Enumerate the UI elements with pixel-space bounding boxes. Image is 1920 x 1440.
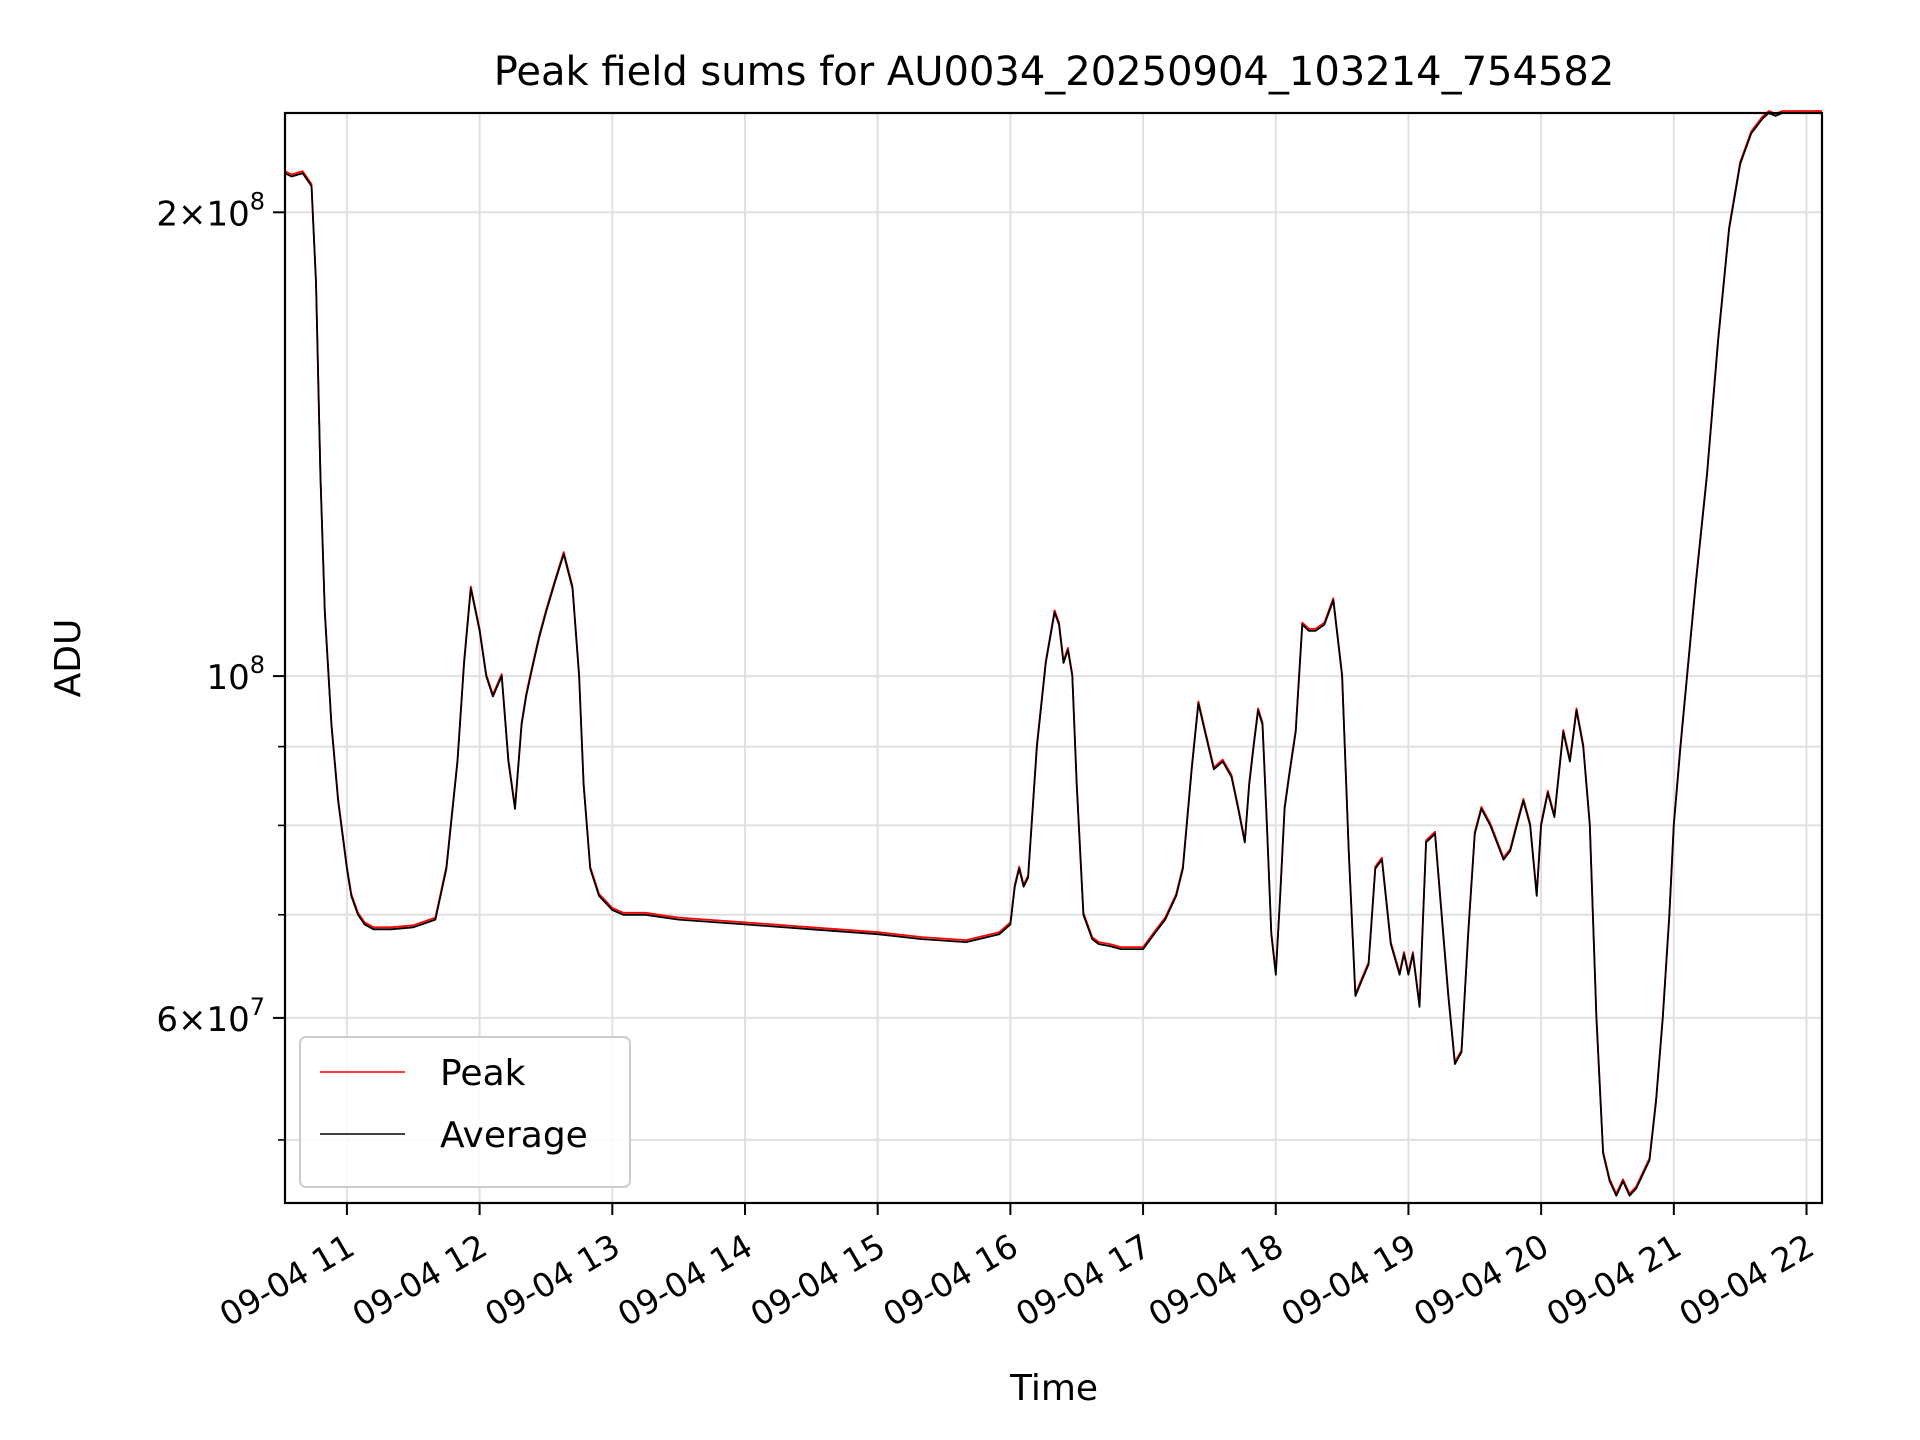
x-tick-label: 09-04 20 [1407,1226,1555,1334]
x-tick-label: 09-04 14 [611,1226,759,1334]
y-tick-label: 6×107 [156,993,265,1040]
x-axis-label: Time [1009,1368,1098,1409]
y-axis-ticks: 6×107 108 2×108 [156,187,285,1141]
x-tick-label: 09-04 11 [213,1226,361,1334]
series-line-peak [284,110,1822,1195]
legend-label-peak: Peak [440,1053,526,1094]
x-tick-label: 09-04 21 [1540,1226,1688,1334]
plot-area-frame [283,111,1824,1205]
y-tick-label: 2×108 [156,187,265,234]
x-tick-label: 09-04 16 [876,1226,1024,1334]
series-line-average [284,112,1822,1197]
gridlines [285,113,1822,1203]
chart-title: Peak field sums for AU0034_20250904_1032… [494,49,1615,95]
legend-box [299,1036,631,1188]
x-tick-label: 09-04 17 [1009,1226,1157,1334]
legend-label-average: Average [440,1115,588,1156]
x-tick-label: 09-04 13 [478,1226,626,1334]
y-tick-label: 108 [206,651,265,698]
legend: Peak Average [299,1036,631,1188]
x-tick-label: 09-04 19 [1274,1226,1422,1334]
x-tick-label: 09-04 18 [1142,1226,1290,1334]
series-layer [284,110,1822,1197]
y-axis-label: ADU [48,619,89,698]
x-tick-label: 09-04 22 [1673,1226,1821,1334]
x-tick-label: 09-04 12 [346,1226,494,1334]
x-tick-label: 09-04 15 [744,1226,892,1334]
